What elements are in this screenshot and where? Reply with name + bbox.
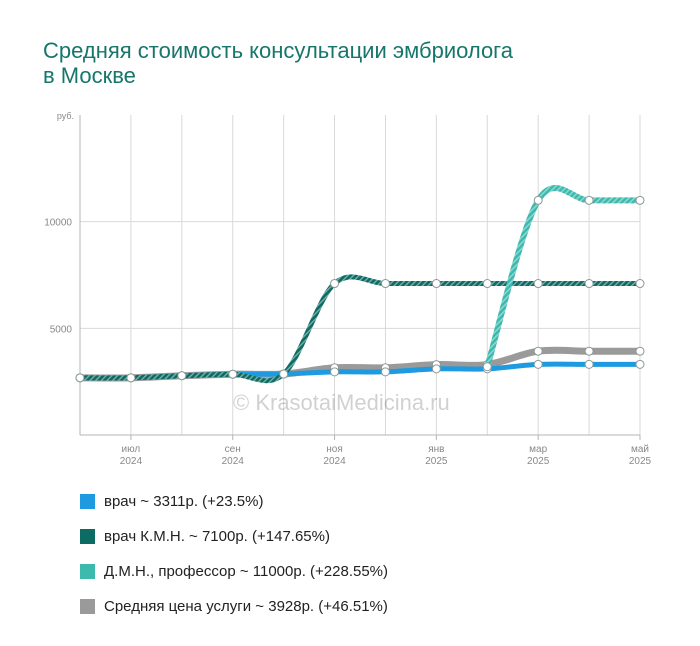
data-point-0 [635, 359, 645, 369]
watermark: © KrasotaiMedicina.ru [233, 390, 450, 415]
legend-label: врач ~ 3311р. (+23.5%) [104, 493, 264, 510]
legend-label: Д.М.Н., профессор ~ 11000р. (+228.55%) [104, 563, 389, 580]
x-tick-label-year: 2025 [629, 456, 652, 467]
y-tick-label: 5000 [50, 324, 73, 335]
data-point-0 [533, 359, 543, 369]
data-point-2 [533, 195, 543, 205]
y-tick-label: 10000 [44, 218, 72, 229]
x-tick-label-month: июл [122, 444, 141, 455]
legend-swatch [80, 564, 95, 579]
x-tick-label-month: ноя [326, 444, 343, 455]
data-point-1 [75, 373, 85, 383]
data-point-1 [584, 279, 594, 289]
x-tick-label-year: 2024 [222, 456, 245, 467]
data-point-1 [228, 369, 238, 379]
data-point-3 [584, 346, 594, 356]
x-tick-label-month: янв [428, 444, 444, 455]
data-point-1 [126, 373, 136, 383]
chart-title-line-1: Средняя стоимость консультации эмбриолог… [43, 38, 513, 63]
data-point-3 [533, 346, 543, 356]
data-point-3 [635, 346, 645, 356]
legend-item: Средняя цена услуги ~ 3928р. (+46.51%) [80, 589, 388, 624]
data-point-1 [482, 279, 492, 289]
data-point-0 [584, 359, 594, 369]
legend-label: Средняя цена услуги ~ 3928р. (+46.51%) [104, 598, 388, 615]
chart-legend: врач ~ 3311р. (+23.5%) врач К.М.Н. ~ 7100… [80, 484, 388, 624]
data-point-1 [431, 279, 441, 289]
legend-item: врач К.М.Н. ~ 7100р. (+147.65%) [80, 519, 388, 554]
legend-swatch [80, 529, 95, 544]
data-point-1 [635, 279, 645, 289]
data-point-1 [533, 279, 543, 289]
chart-title-line-2: в Москве [43, 63, 136, 88]
x-tick-label-year: 2025 [527, 456, 550, 467]
y-axis-unit: руб. [57, 111, 74, 121]
data-point-2 [584, 195, 594, 205]
legend-swatch [80, 494, 95, 509]
legend-swatch [80, 599, 95, 614]
data-point-0 [380, 367, 390, 377]
data-point-0 [330, 367, 340, 377]
legend-label: врач К.М.Н. ~ 7100р. (+147.65%) [104, 528, 330, 545]
legend-item: врач ~ 3311р. (+23.5%) [80, 484, 388, 519]
chart-title: Средняя стоимость консультации эмбриолог… [43, 38, 643, 88]
series-line-2 [484, 185, 643, 370]
x-tick-label-month: сен [225, 444, 241, 455]
data-point-2 [482, 362, 492, 372]
x-tick-label-year: 2025 [425, 456, 448, 467]
data-point-1 [177, 371, 187, 381]
data-point-0 [431, 364, 441, 374]
data-point-1 [330, 279, 340, 289]
legend-item: Д.М.Н., профессор ~ 11000р. (+228.55%) [80, 554, 388, 589]
x-tick-label-year: 2024 [120, 456, 143, 467]
data-point-2 [635, 195, 645, 205]
data-point-1 [380, 279, 390, 289]
data-point-1 [279, 369, 289, 379]
x-tick-label-year: 2024 [323, 456, 346, 467]
x-tick-label-month: мар [529, 444, 547, 455]
x-tick-label-month: май [631, 444, 649, 455]
